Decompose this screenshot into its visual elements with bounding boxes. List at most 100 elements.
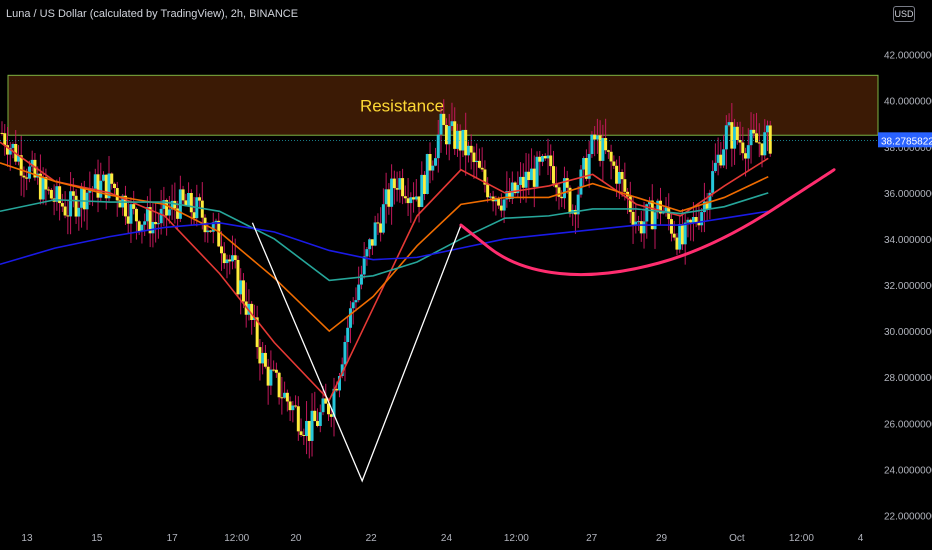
candle-up	[733, 126, 737, 149]
candle-down	[3, 133, 7, 146]
candle-up	[713, 162, 717, 172]
candle-up	[708, 192, 712, 210]
candle-down	[82, 188, 86, 210]
candle-down	[497, 198, 501, 206]
candle-up	[749, 129, 753, 146]
candle-down	[697, 222, 701, 226]
candle-down	[165, 200, 169, 216]
candle-up	[261, 352, 265, 364]
candle-up	[151, 221, 155, 234]
candle-up	[590, 134, 594, 154]
candle-down	[604, 138, 608, 151]
ma-blue-line	[0, 210, 769, 266]
candle-down	[233, 255, 237, 260]
candle-down	[568, 187, 572, 214]
candle-down	[44, 176, 48, 190]
candle-down	[220, 246, 223, 254]
candle-down	[469, 145, 473, 153]
candle-up	[337, 376, 341, 391]
x-tick-label: 12:00	[504, 533, 529, 544]
candle-down	[137, 221, 141, 232]
candle-up	[384, 189, 388, 205]
currency-badge[interactable]: USD	[893, 6, 915, 22]
candle-down	[173, 200, 177, 209]
candle-down	[38, 173, 42, 200]
x-tick-label: 12:00	[789, 533, 814, 544]
x-tick-label: 29	[656, 533, 668, 544]
candle-down	[181, 189, 185, 201]
candle-up	[346, 327, 350, 343]
candle-up	[230, 255, 234, 262]
candle-up	[587, 153, 591, 179]
candle-up	[683, 222, 687, 245]
candle-down	[324, 398, 328, 404]
candle-up	[530, 168, 534, 181]
candle-up	[143, 221, 147, 225]
candle-up	[634, 221, 638, 225]
candle-down	[565, 178, 569, 188]
x-tick-label: 17	[167, 533, 179, 544]
candle-up	[727, 122, 731, 126]
candle-down	[96, 174, 100, 198]
candle-down	[472, 152, 476, 163]
candle-down	[277, 372, 281, 398]
candle-up	[434, 158, 438, 166]
candle-down	[406, 198, 410, 204]
candle-up	[373, 222, 377, 246]
candle-up	[359, 274, 363, 285]
candle-down	[483, 169, 487, 185]
candle-up	[420, 174, 424, 207]
candle-up	[310, 410, 314, 441]
x-tick-label: 27	[586, 533, 598, 544]
candle-down	[296, 406, 300, 432]
candle-down	[444, 124, 448, 145]
candle-up	[678, 224, 682, 250]
candle-up	[409, 197, 413, 204]
candle-up	[390, 178, 394, 207]
candle-down	[58, 186, 62, 204]
candle-down	[0, 132, 4, 134]
candle-down	[192, 212, 196, 219]
candle-down	[675, 237, 679, 250]
candle-down	[620, 171, 624, 180]
candle-down	[189, 192, 193, 213]
candle-down	[680, 224, 684, 245]
candle-up	[642, 221, 646, 234]
candle-down	[521, 176, 525, 188]
candle-up	[617, 171, 621, 184]
candle-down	[744, 153, 748, 159]
candle-up	[722, 149, 726, 166]
candle-up	[41, 176, 45, 200]
candle-down	[730, 122, 734, 149]
candle-down	[417, 196, 421, 207]
candle-up	[170, 200, 174, 210]
y-tick-label: 26.0000000	[884, 419, 932, 430]
candle-up	[653, 212, 657, 230]
ma-orange-line	[0, 162, 769, 333]
candle-down	[134, 208, 138, 222]
candle-up	[129, 204, 133, 224]
candle-up	[579, 169, 583, 195]
candle-up	[488, 196, 492, 198]
drawings	[251, 168, 836, 483]
ma-red-line	[0, 141, 769, 402]
candle-down	[741, 142, 745, 154]
candle-down	[112, 183, 116, 189]
candle-down	[755, 133, 759, 143]
candle-down	[560, 196, 564, 199]
resistance-label: Resistance	[360, 96, 444, 115]
candle-down	[313, 410, 317, 422]
candle-down	[209, 230, 213, 232]
candles	[0, 99, 772, 459]
last-price-badge	[878, 132, 932, 148]
candle-up	[239, 280, 243, 295]
candle-down	[327, 403, 331, 415]
candle-up	[16, 155, 20, 162]
candle-down	[464, 129, 468, 156]
candle-down	[532, 168, 536, 187]
candle-up	[711, 171, 715, 193]
resistance-zone: Resistance	[7, 74, 879, 136]
candle-down	[615, 165, 619, 184]
candle-down	[148, 207, 152, 234]
